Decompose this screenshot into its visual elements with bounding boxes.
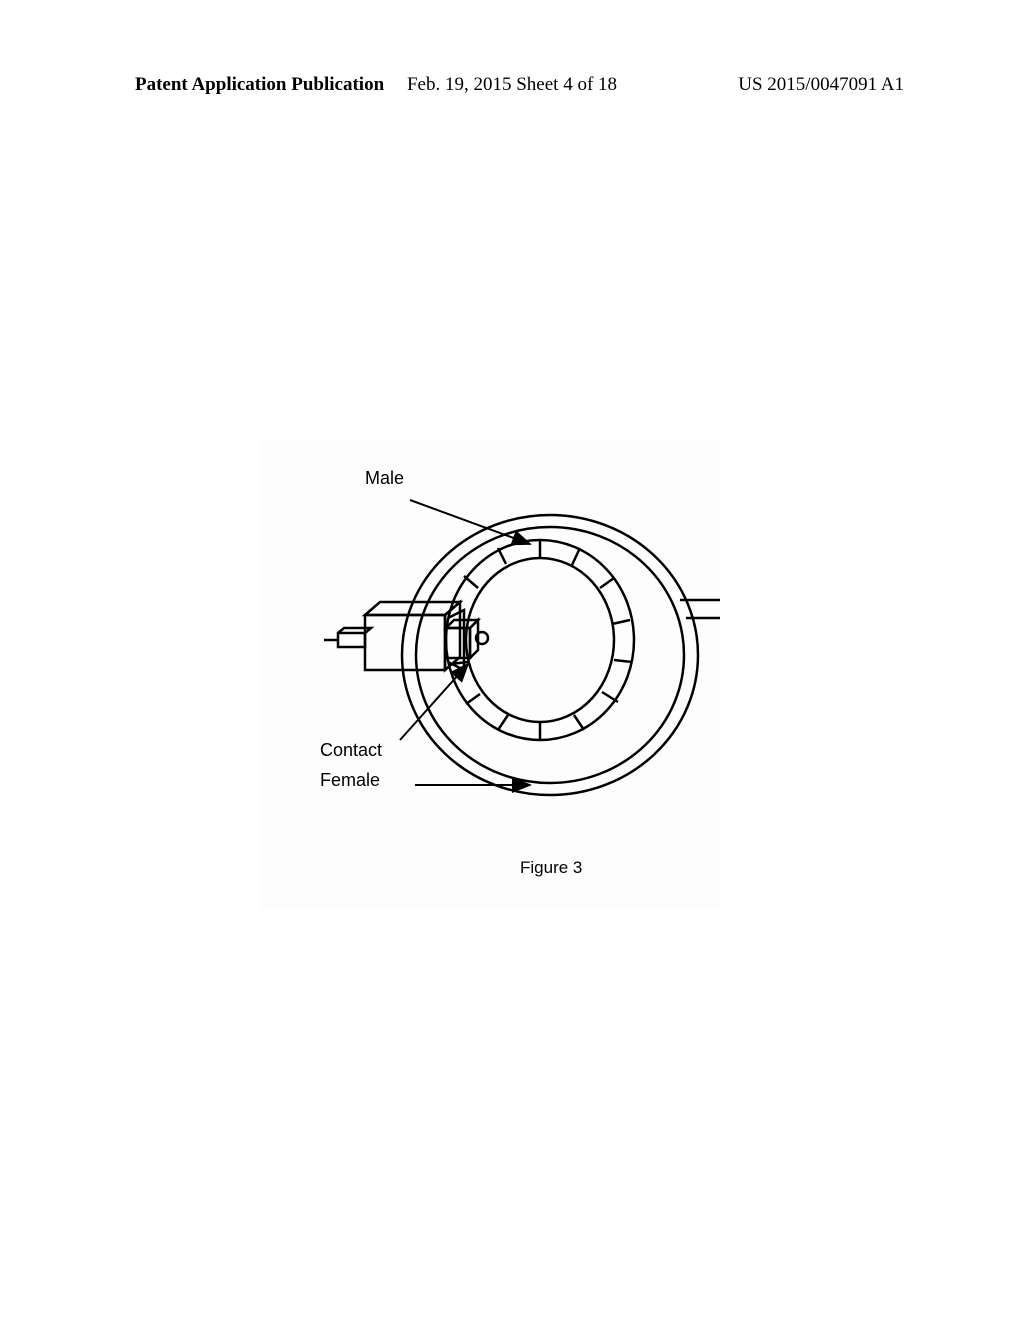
header-publication: Patent Application Publication	[135, 74, 384, 96]
page-header: Patent Application Publication Feb. 19, …	[0, 74, 1024, 96]
header-pub-number: US 2015/0047091 A1	[738, 74, 904, 96]
figure-panel: Male Contact Female Figure 3	[260, 440, 720, 910]
male-ring-outer	[446, 540, 634, 740]
figure-caption: Figure 3	[520, 858, 582, 878]
page: Patent Application Publication Feb. 19, …	[0, 0, 1024, 1320]
header-date-sheet: Feb. 19, 2015 Sheet 4 of 18	[407, 74, 617, 96]
outer-oval-inner	[416, 527, 684, 783]
figure-drawing	[260, 440, 720, 840]
